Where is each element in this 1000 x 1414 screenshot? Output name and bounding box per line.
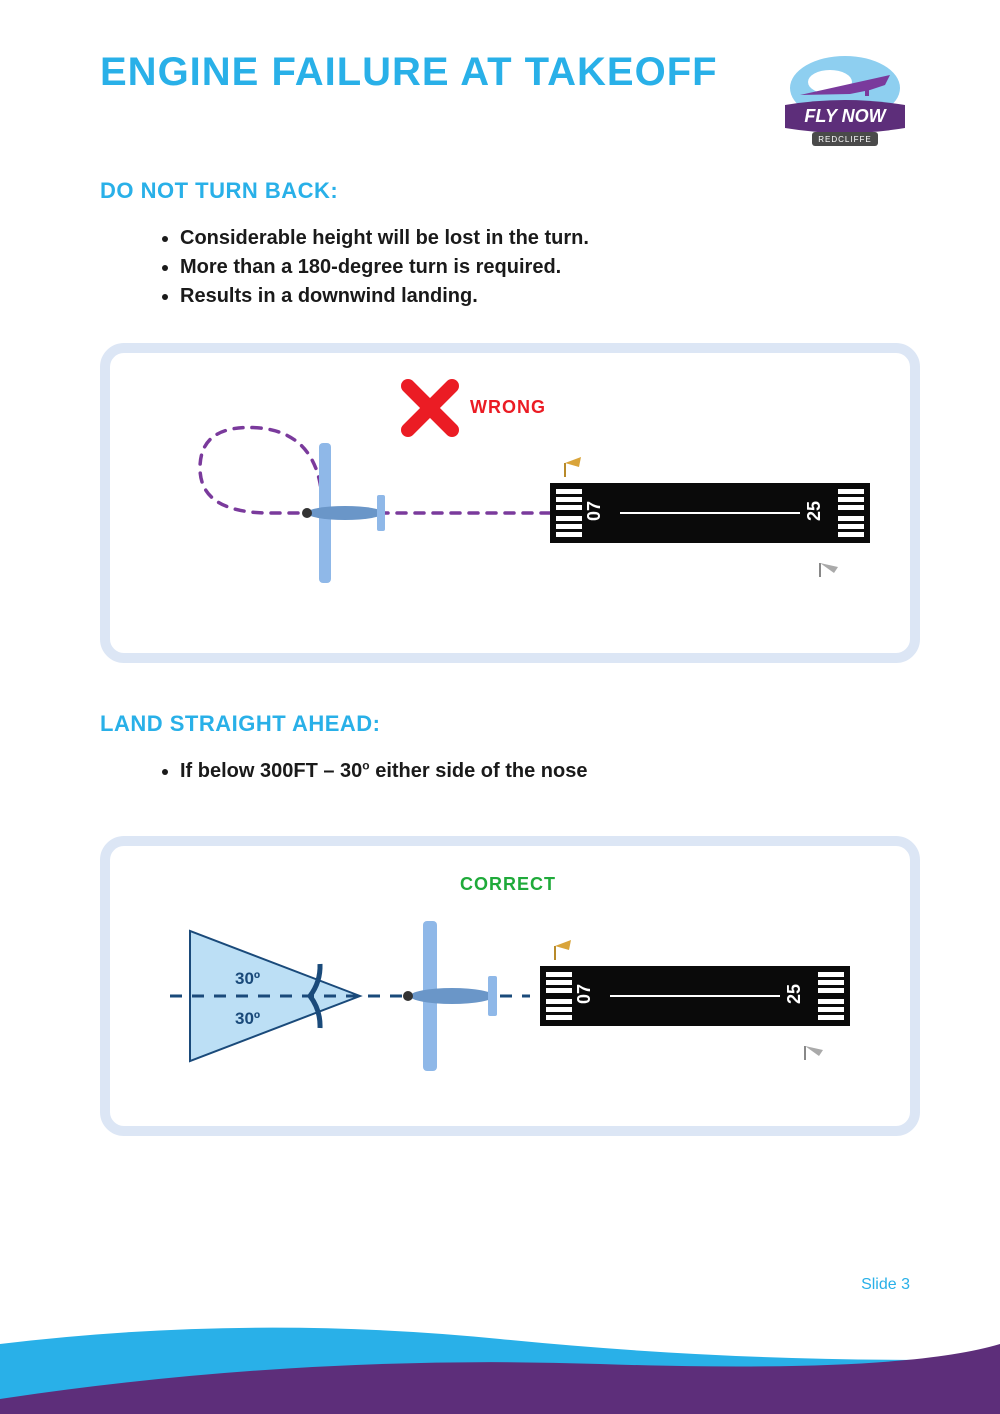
list-item: More than a 180-degree turn is required. [180, 253, 920, 282]
logo: FLY NOW REDCLIFFE [770, 50, 920, 150]
footer-wave [0, 1304, 1000, 1414]
slide-number: Slide 3 [861, 1276, 910, 1294]
section1-title: DO NOT TURN BACK: [100, 178, 920, 204]
windsock-icon [820, 563, 838, 577]
diagram-correct: 30º 30º 07 25 [100, 836, 920, 1136]
svg-text:30º: 30º [235, 969, 260, 988]
section2-bullets: If below 300FT – 30o either side of the … [100, 757, 920, 786]
svg-text:25: 25 [784, 984, 804, 1004]
wrong-label: WRONG [470, 397, 546, 418]
header: ENGINE FAILURE AT TAKEOFF FLY NOW REDCLI… [100, 50, 920, 150]
list-item: Results in a downwind landing. [180, 282, 920, 311]
list-item: Considerable height will be lost in the … [180, 224, 920, 253]
windsock-icon [555, 940, 571, 960]
windsock-icon [805, 1046, 823, 1060]
svg-text:REDCLIFFE: REDCLIFFE [818, 135, 871, 144]
svg-text:FLY NOW: FLY NOW [804, 106, 887, 126]
page-title: ENGINE FAILURE AT TAKEOFF [100, 50, 718, 95]
svg-text:07: 07 [574, 984, 594, 1004]
svg-text:25: 25 [804, 501, 824, 521]
correct-label: CORRECT [460, 874, 556, 895]
list-item: If below 300FT – 30o either side of the … [180, 757, 920, 786]
svg-text:07: 07 [584, 501, 604, 521]
diagram-wrong: 07 25 WRONG [100, 343, 920, 663]
section2-title: LAND STRAIGHT AHEAD: [100, 711, 920, 737]
svg-text:30º: 30º [235, 1009, 260, 1028]
section1-bullets: Considerable height will be lost in the … [100, 224, 920, 311]
windsock-icon [565, 457, 581, 477]
